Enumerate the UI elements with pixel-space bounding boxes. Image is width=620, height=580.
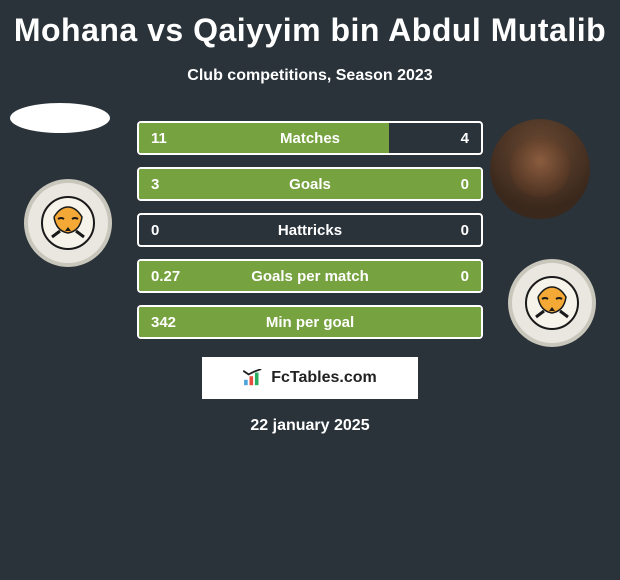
stat-label: Matches [209,130,411,147]
brand-badge: FcTables.com [202,357,418,399]
stat-row: 0.27Goals per match0 [137,259,483,293]
stat-right-value: 0 [411,268,481,285]
stat-left-value: 3 [139,176,209,193]
comparison-panel: 11Matches43Goals00Hattricks00.27Goals pe… [0,121,620,435]
stat-right-value: 0 [411,222,481,239]
stat-label: Goals [209,176,411,193]
stat-row: 0Hattricks0 [137,213,483,247]
stat-row: 3Goals0 [137,167,483,201]
bar-chart-icon [243,369,265,387]
stat-label: Min per goal [209,314,411,331]
stat-left-value: 0 [139,222,209,239]
page-title: Mohana vs Qaiyyim bin Abdul Mutalib [0,0,620,49]
stat-label: Goals per match [209,268,411,285]
stat-row: 342Min per goal [137,305,483,339]
club-badge-right [508,259,596,347]
club-badge-left [24,179,112,267]
subtitle: Club competitions, Season 2023 [0,67,620,85]
stat-left-value: 342 [139,314,209,331]
stat-label: Hattricks [209,222,411,239]
stat-row: 11Matches4 [137,121,483,155]
date-text: 22 january 2025 [0,417,620,435]
stat-left-value: 11 [139,130,209,147]
player-right-avatar [490,119,590,219]
stat-right-value: 4 [411,130,481,147]
tiger-badge-icon [522,273,582,333]
player-left-avatar [10,103,110,133]
brand-label: FcTables.com [271,369,377,387]
stats-list: 11Matches43Goals00Hattricks00.27Goals pe… [137,121,483,339]
stat-left-value: 0.27 [139,268,209,285]
stat-right-value: 0 [411,176,481,193]
tiger-badge-icon [38,193,98,253]
